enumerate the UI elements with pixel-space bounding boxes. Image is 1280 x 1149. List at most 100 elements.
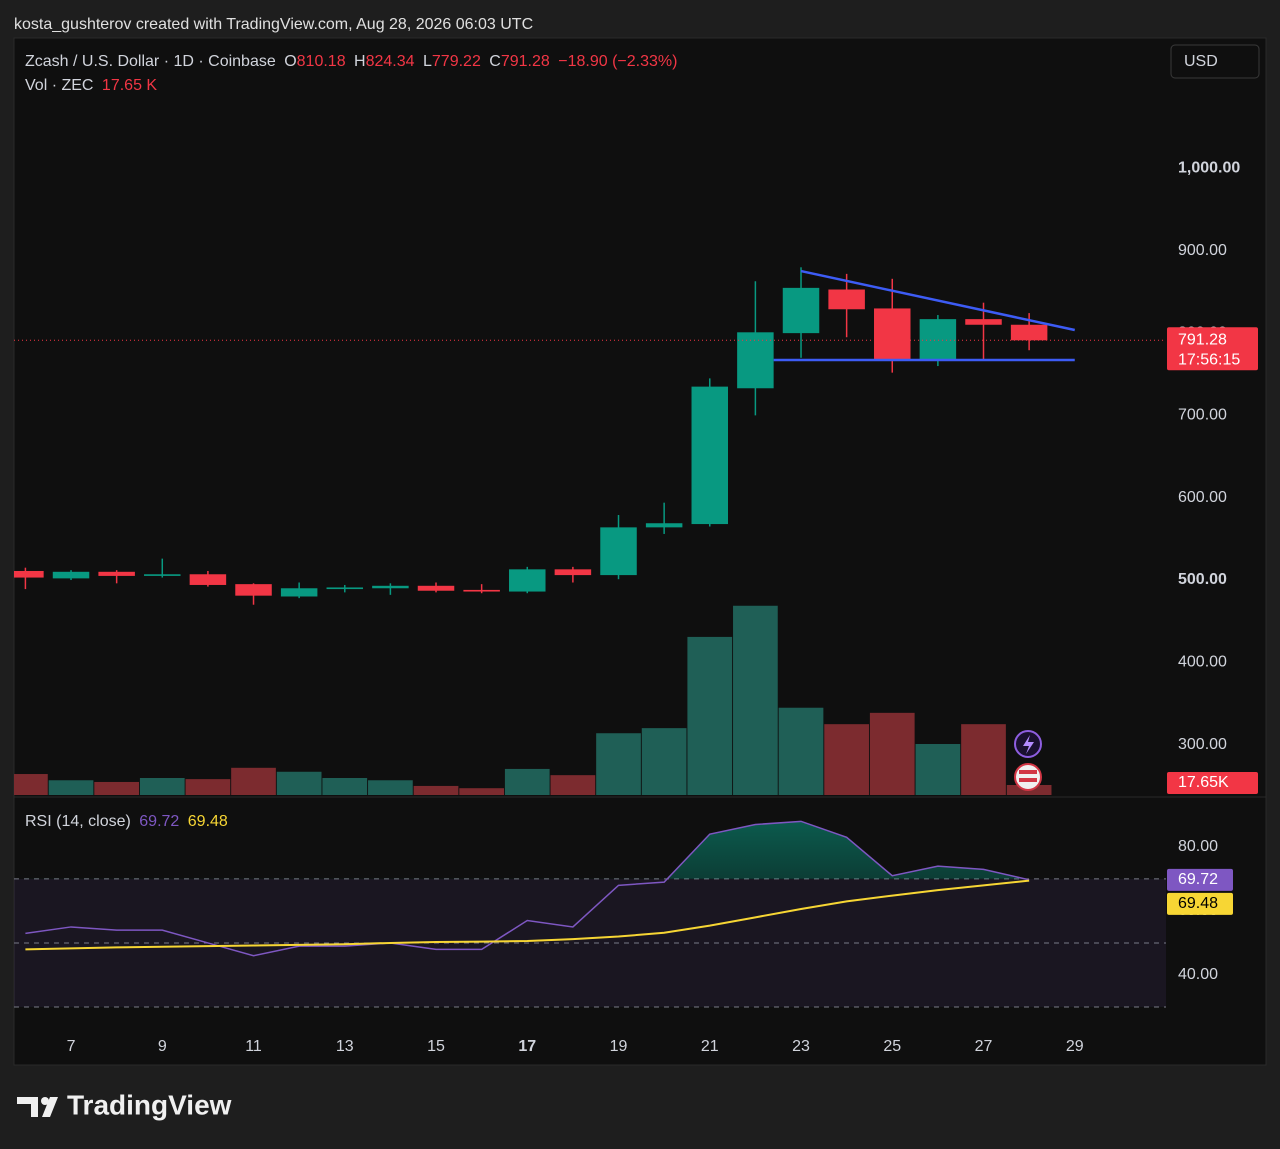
volume-bar [733,605,778,795]
logo-mark [17,1097,38,1117]
ohlc-letter: L [423,53,432,70]
volume-bar [687,636,733,795]
marks [14,267,1166,957]
symbol-title: Zcash / U.S. Dollar · 1D · Coinbase [25,53,276,70]
y-tick-label: 1,000.00 [1178,160,1240,177]
candle-body [600,527,637,576]
candle-body [144,574,181,576]
candle-body [919,319,957,361]
rsi-line [25,879,1030,951]
volume-bar [961,724,1006,795]
volume-value-box [1167,772,1258,794]
news-icon-stripe [1019,770,1037,774]
candle-body [782,287,820,334]
news-icon-stripe [1019,778,1037,782]
volume-bar [550,775,596,795]
candle-body [417,585,455,591]
volume-bar [915,744,961,795]
x-tick-label: 25 [883,1038,901,1055]
candle-body [1010,324,1048,341]
trendline [800,269,1076,332]
rsi-line [25,820,1030,957]
candle-body [280,588,318,597]
x-tick-label: 9 [158,1038,167,1055]
volume-bar [14,774,48,795]
chart-panel [13,37,1267,1066]
volume-bar [322,778,368,795]
y-tick-label: 700.00 [1178,407,1227,424]
volume-bar [778,707,824,795]
x-tick-label: 15 [427,1038,445,1055]
rsi-tick-label: 40.00 [1178,966,1218,983]
candle-body [372,585,409,589]
volume-bar [48,780,94,795]
x-tick-label: 21 [701,1038,719,1055]
last-price-box [1167,327,1258,371]
volume-bar [368,780,413,795]
symbol-header: Zcash / U.S. Dollar · 1D · Coinbase O810… [25,53,677,70]
ohlc-value: 779.22 [432,53,481,70]
rsi-value-box [1167,868,1233,891]
volume-bar [139,778,185,795]
volume-bar [504,768,550,795]
candle-body [509,569,546,592]
volume-bar [185,779,231,795]
candle-body [737,332,774,389]
labels: 79111315171921232527291,000.00900.00800.… [67,160,1258,1055]
volume-bar [596,733,641,795]
volume-bar [413,785,459,795]
candle-body [326,587,364,590]
credit: kosta_gushterov created with TradingView… [14,16,533,33]
candle-body [965,319,1002,325]
event-icon-bolt [1023,735,1034,754]
logo: TradingView [17,1089,232,1120]
candle-body [463,589,500,592]
candle-body [874,308,911,361]
logo-mark [41,1097,49,1105]
x-tick-label: 19 [610,1038,628,1055]
candle-body [14,570,44,578]
change: −18.90 (−2.33%) [558,53,677,70]
y-tick-label: 300.00 [1178,736,1227,753]
rsi-title: RSI (14, close) [25,813,131,830]
x-tick-label: 17 [518,1038,536,1055]
ohlc-value: 824.34 [366,53,415,70]
currency[interactable]: USD [1184,53,1218,70]
volume-bar [824,724,869,795]
logo-text: TradingView [67,1089,232,1120]
rsi-value-label: 69.48 [1178,895,1218,912]
rsi-ma-value: 69.48 [188,813,228,830]
currency-button[interactable] [1170,44,1260,79]
ohlc-value: 791.28 [501,53,550,70]
logo-mark [42,1097,58,1117]
ohlc-letter: C [489,53,501,70]
y-tick-label: 900.00 [1178,242,1227,259]
x-tick-label: 13 [336,1038,354,1055]
candle-body [189,574,227,585]
y-tick-label: 400.00 [1178,654,1227,671]
overbought-fill [25,821,1030,879]
rsi-value-label: 69.72 [1178,871,1218,888]
x-tick-label: 7 [67,1038,76,1055]
y-tick-label: 500.00 [1178,571,1227,588]
candle-body [828,289,865,310]
ohlc-value: 810.18 [297,53,346,70]
volume-header: Vol · ZEC 17.65 K [25,77,157,94]
x-tick-label: 11 [245,1038,262,1055]
y-tick-label: 600.00 [1178,489,1227,506]
candle-body [645,523,683,528]
candle-body [98,571,135,576]
volume-bar [869,712,915,795]
volume-bar [276,771,322,795]
x-tick-label: 27 [975,1038,993,1055]
candle-body [554,569,592,576]
candle-body [52,571,90,579]
grid [14,878,1166,1008]
candle-body [691,386,729,525]
volume-title: Vol · ZEC [25,77,93,94]
news-icon[interactable] [1014,763,1042,791]
volume-axis-label: 17.65K [1178,774,1229,791]
x-tick-label: 29 [1066,1038,1084,1055]
